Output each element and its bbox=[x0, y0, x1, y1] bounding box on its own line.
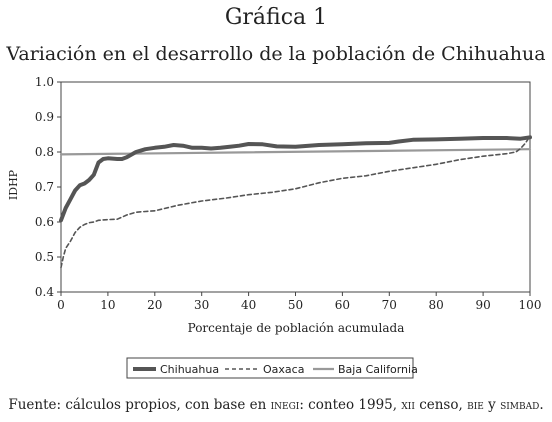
source-inegi: inegi bbox=[270, 397, 300, 413]
x-tick-label: 20 bbox=[147, 298, 162, 312]
x-tick-label: 90 bbox=[475, 298, 490, 312]
plot-frame bbox=[60, 81, 531, 293]
x-tick-label: 70 bbox=[382, 298, 397, 312]
y-tick-label: 0.6 bbox=[35, 215, 54, 229]
source-xii: xii bbox=[401, 397, 415, 413]
legend-label: Baja California bbox=[338, 363, 418, 376]
source-part3: censo, bbox=[419, 397, 463, 413]
series-line-chihuahua bbox=[59, 135, 532, 223]
x-tick-label: 10 bbox=[100, 298, 115, 312]
source-simbad: simbad bbox=[500, 397, 540, 413]
legend-label: Chihuahua bbox=[160, 363, 219, 376]
series-line-baja-california bbox=[59, 148, 532, 156]
x-axis-label: Porcentaje de población acumulada bbox=[188, 321, 405, 335]
y-tick-label: 0.4 bbox=[35, 285, 54, 299]
x-tick-label: 80 bbox=[429, 298, 444, 312]
source-part2: : conteo 1995, bbox=[299, 397, 398, 413]
y-tick-label: 1.0 bbox=[35, 75, 54, 89]
legend-box bbox=[126, 357, 414, 379]
source-prefix: Fuente: cálculos propios, con base en bbox=[8, 397, 267, 413]
x-tick-label: 30 bbox=[194, 298, 209, 312]
source-note: Fuente: cálculos propios, con base en in… bbox=[0, 397, 552, 413]
source-part5: . bbox=[539, 397, 544, 413]
series-line-oaxaca bbox=[60, 135, 531, 269]
legend-label: Oaxaca bbox=[263, 363, 304, 376]
x-tick-label: 40 bbox=[241, 298, 256, 312]
figure-label: Gráfica 1 bbox=[224, 5, 328, 30]
x-tick-label: 0 bbox=[57, 298, 65, 312]
x-tick-label: 60 bbox=[335, 298, 350, 312]
source-part4: y bbox=[488, 397, 496, 413]
y-axis-label: IDHP bbox=[7, 169, 20, 200]
y-tick-label: 0.7 bbox=[35, 180, 54, 194]
y-tick-label: 0.8 bbox=[35, 145, 54, 159]
chart-title: Variación en el desarrollo de la poblaci… bbox=[6, 43, 546, 65]
x-tick-label: 100 bbox=[519, 298, 542, 312]
y-tick-label: 0.9 bbox=[35, 110, 54, 124]
source-bie: bie bbox=[467, 397, 484, 413]
x-tick-label: 50 bbox=[288, 298, 303, 312]
y-tick-label: 0.5 bbox=[35, 250, 54, 264]
